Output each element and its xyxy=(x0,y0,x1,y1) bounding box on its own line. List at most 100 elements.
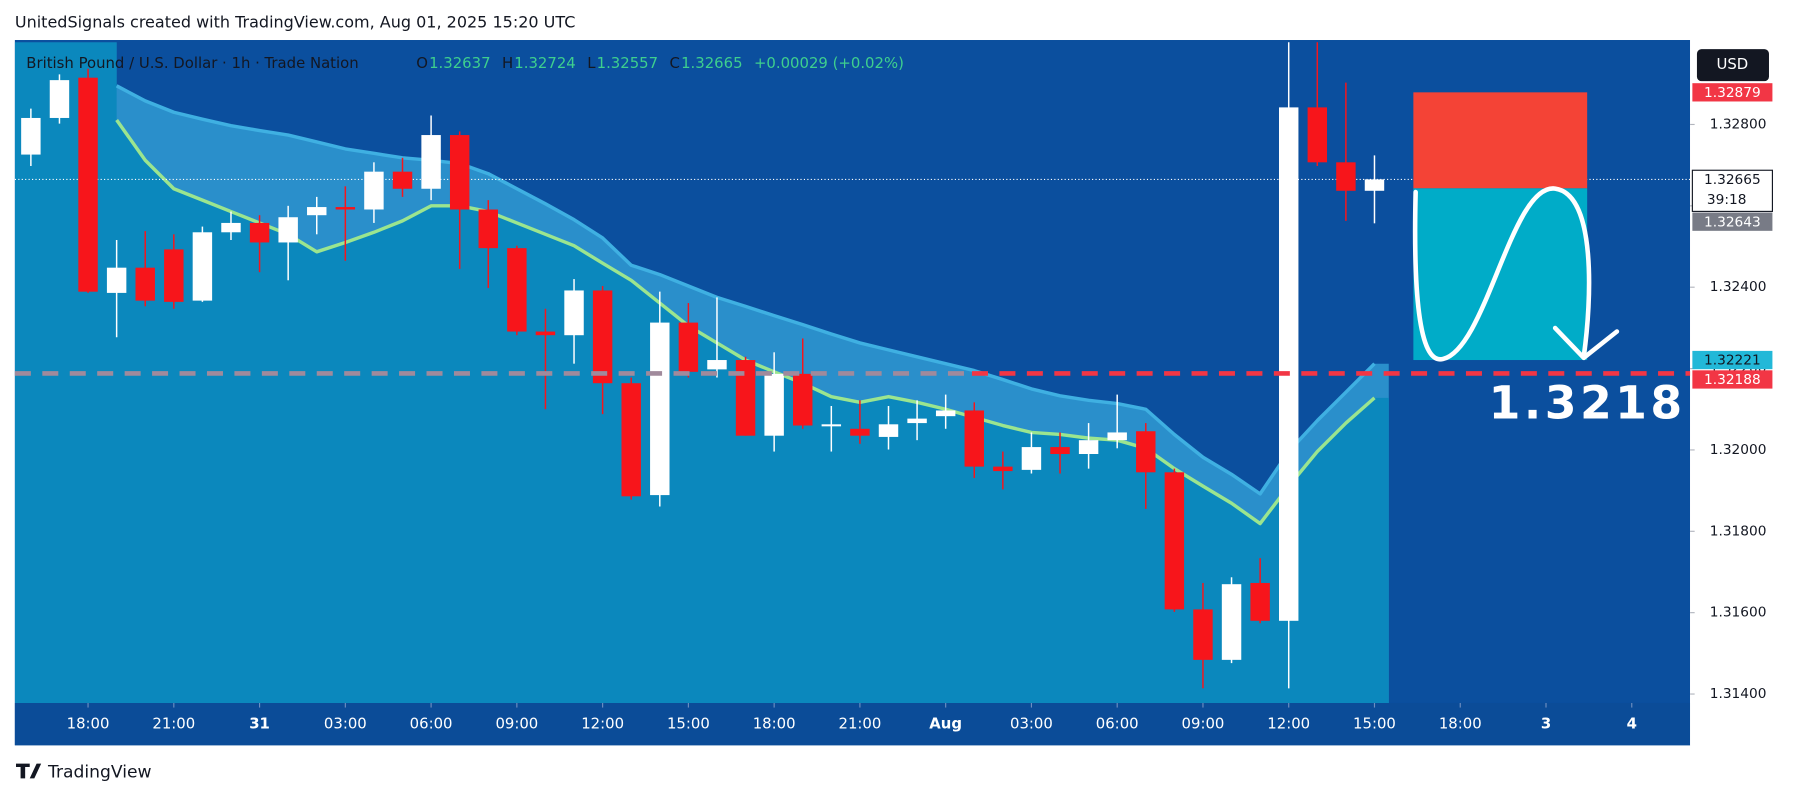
arrow-head xyxy=(1552,325,1620,361)
brand: TradingView xyxy=(47,763,151,783)
stop-zone xyxy=(1413,92,1588,189)
candle-body xyxy=(535,331,556,336)
candle-body xyxy=(421,135,441,189)
symbol-title: British Pound / U.S. Dollar · 1h · Trade… xyxy=(26,54,358,72)
candle-body xyxy=(1250,582,1270,621)
candle-body xyxy=(1336,162,1356,191)
y-tick-label: 1.31600 xyxy=(1710,605,1767,621)
candle-body xyxy=(78,77,98,292)
candle-body xyxy=(650,322,670,496)
time-axis xyxy=(14,702,1691,746)
arrow-curve xyxy=(1412,186,1592,362)
candle-body xyxy=(307,207,327,216)
ohlc-legend: O 1.32637 H 1.32724 L 1.32557 C 1.32665 +0.00029… xyxy=(416,54,904,72)
level-annotation: 1.3218 xyxy=(1489,376,1686,429)
candle-body xyxy=(935,410,956,417)
candle-body xyxy=(335,207,356,210)
price-tag-label: 1.32188 xyxy=(1704,372,1761,388)
candle-body xyxy=(1364,179,1385,191)
candle-body xyxy=(364,171,384,210)
brand-logo xyxy=(16,763,42,779)
candle-body xyxy=(793,373,813,426)
price-tag-label: 1.32221 xyxy=(1704,353,1761,369)
candle-body xyxy=(106,267,127,293)
candle-body xyxy=(964,410,984,467)
ohlc-value: 1.32724 xyxy=(514,54,575,72)
candle-body xyxy=(1278,107,1299,621)
y-tick-label: 1.32400 xyxy=(1710,279,1767,295)
x-tick-label: 21:00 xyxy=(152,715,195,733)
y-tick-label: 1.32000 xyxy=(1710,442,1767,458)
x-tick-label: 21:00 xyxy=(838,715,881,733)
candle-body xyxy=(278,217,298,243)
countdown: 39:18 xyxy=(1707,192,1747,208)
currency-button[interactable] xyxy=(1696,49,1769,82)
candle-body xyxy=(164,249,184,302)
candle-body xyxy=(878,424,899,437)
x-tick-label: 12:00 xyxy=(581,715,624,733)
band-line xyxy=(115,84,1376,496)
watermark: UnitedSignals created with TradingView.c… xyxy=(15,12,576,31)
price-tag-label: 1.32665 xyxy=(1704,172,1761,188)
candle-body xyxy=(1107,432,1127,441)
candle-body xyxy=(1164,472,1185,610)
x-tick-label: 18:00 xyxy=(753,715,796,733)
x-tick-label: 18:00 xyxy=(67,715,110,733)
x-tick-label: 4 xyxy=(1627,715,1637,733)
price-tag xyxy=(1692,212,1773,231)
ohlc-value: 1.32637 xyxy=(429,54,490,72)
ohlc-value: 1.32665 xyxy=(681,54,742,72)
candle-body xyxy=(850,428,870,436)
price-tag xyxy=(1691,169,1773,212)
ohlc-letter: C xyxy=(670,54,680,72)
candle-body xyxy=(192,232,213,301)
price-tag-label: 1.32643 xyxy=(1704,214,1761,230)
ohlc-letter: O xyxy=(416,54,428,72)
x-tick-label: 3 xyxy=(1541,715,1551,733)
candle-body xyxy=(1193,609,1213,660)
price-tag xyxy=(1692,350,1773,370)
x-tick-label: 12:00 xyxy=(1267,715,1310,733)
x-tick-label: 06:00 xyxy=(1096,715,1139,733)
candle-body xyxy=(678,322,699,372)
ohlc-letter: H xyxy=(502,54,513,72)
price-tag xyxy=(1692,370,1773,389)
candle-body xyxy=(1221,584,1242,660)
candle-body xyxy=(564,290,584,336)
candle-body xyxy=(735,360,756,436)
candle-body xyxy=(621,383,641,497)
candle-body xyxy=(49,80,70,118)
overlay xyxy=(14,92,1691,376)
candle-body xyxy=(135,267,155,301)
candle-body xyxy=(764,373,784,436)
candle-body xyxy=(478,209,498,249)
ohlc-letter: L xyxy=(587,54,596,72)
candle-body xyxy=(249,222,270,243)
ohlc-value: 1.32557 xyxy=(597,54,658,72)
candle-body xyxy=(21,117,41,155)
candle-body xyxy=(1078,440,1099,455)
price-tag-label: 1.32879 xyxy=(1704,85,1761,101)
x-tick-label: 09:00 xyxy=(1182,715,1225,733)
x-tick-label: 31 xyxy=(249,715,270,733)
y-tick-label: 1.31400 xyxy=(1710,686,1767,702)
x-tick-label: 03:00 xyxy=(324,715,367,733)
price-axis xyxy=(1690,40,1779,746)
candle-body xyxy=(1307,107,1328,163)
candle-body xyxy=(1021,447,1042,470)
x-tick-label: 15:00 xyxy=(667,715,710,733)
x-tick-label: 18:00 xyxy=(1439,715,1482,733)
ohlc-change: +0.00029 (+0.02%) xyxy=(754,54,904,72)
price-tag xyxy=(1692,83,1773,102)
candle-body xyxy=(392,171,413,189)
x-tick-label: 03:00 xyxy=(1010,715,1053,733)
candle-body xyxy=(907,418,927,424)
candle-body xyxy=(1050,447,1070,455)
candle-body xyxy=(507,248,527,332)
y-tick-label: 1.32800 xyxy=(1710,116,1767,132)
x-tick-label: 06:00 xyxy=(410,715,453,733)
candle-body xyxy=(993,466,1013,472)
currency-label: USD xyxy=(1717,55,1749,73)
